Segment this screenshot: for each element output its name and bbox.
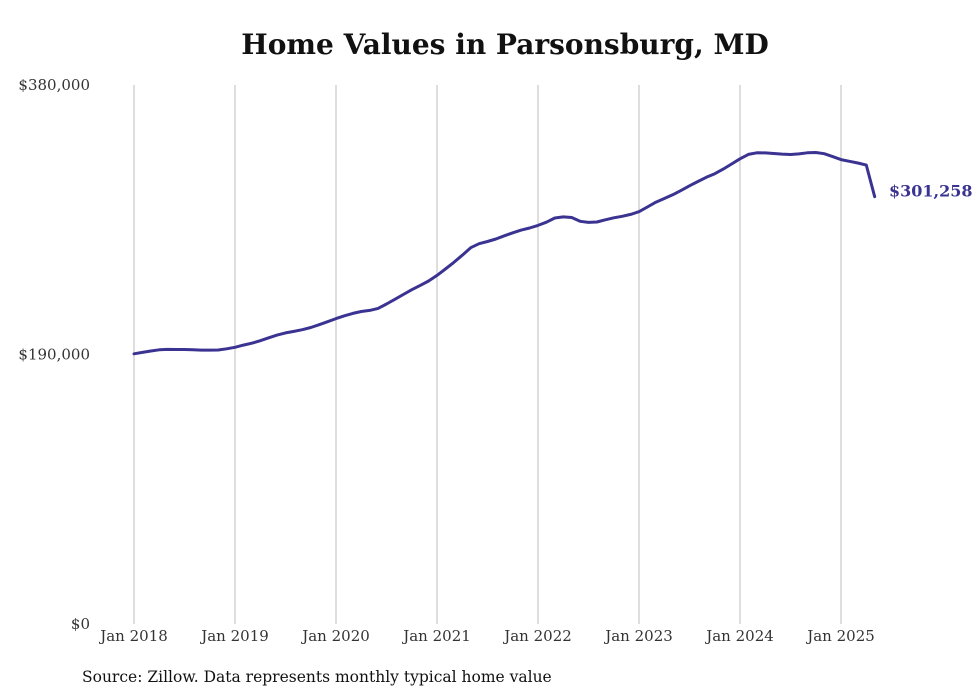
- y-axis-ticks: $380,000 $190,000 $0: [18, 76, 90, 633]
- x-tick-label: Jan 2024: [704, 627, 774, 645]
- series-line: [132, 151, 877, 356]
- y-tick-label: $0: [71, 615, 90, 633]
- y-tick-label: $190,000: [18, 346, 90, 364]
- x-tick-label: Jan 2021: [401, 627, 471, 645]
- x-tick-label: Jan 2023: [603, 627, 673, 645]
- y-tick-label: $380,000: [18, 76, 90, 94]
- x-tick-label: Jan 2020: [300, 627, 370, 645]
- data-series: [132, 151, 877, 356]
- x-tick-label: Jan 2019: [199, 627, 269, 645]
- x-tick-label: Jan 2018: [98, 627, 168, 645]
- x-tick-label: Jan 2025: [805, 627, 875, 645]
- chart-title: Home Values in Parsonsburg, MD: [241, 28, 769, 61]
- source-note: Source: Zillow. Data represents monthly …: [82, 668, 552, 686]
- x-axis-ticks: Jan 2018 Jan 2019 Jan 2020 Jan 2021 Jan 2022…: [98, 627, 875, 645]
- annotations: $301,258: [889, 182, 973, 201]
- end-value-label: $301,258: [889, 182, 973, 201]
- gridlines: [133, 85, 842, 624]
- x-tick-label: Jan 2022: [502, 627, 572, 645]
